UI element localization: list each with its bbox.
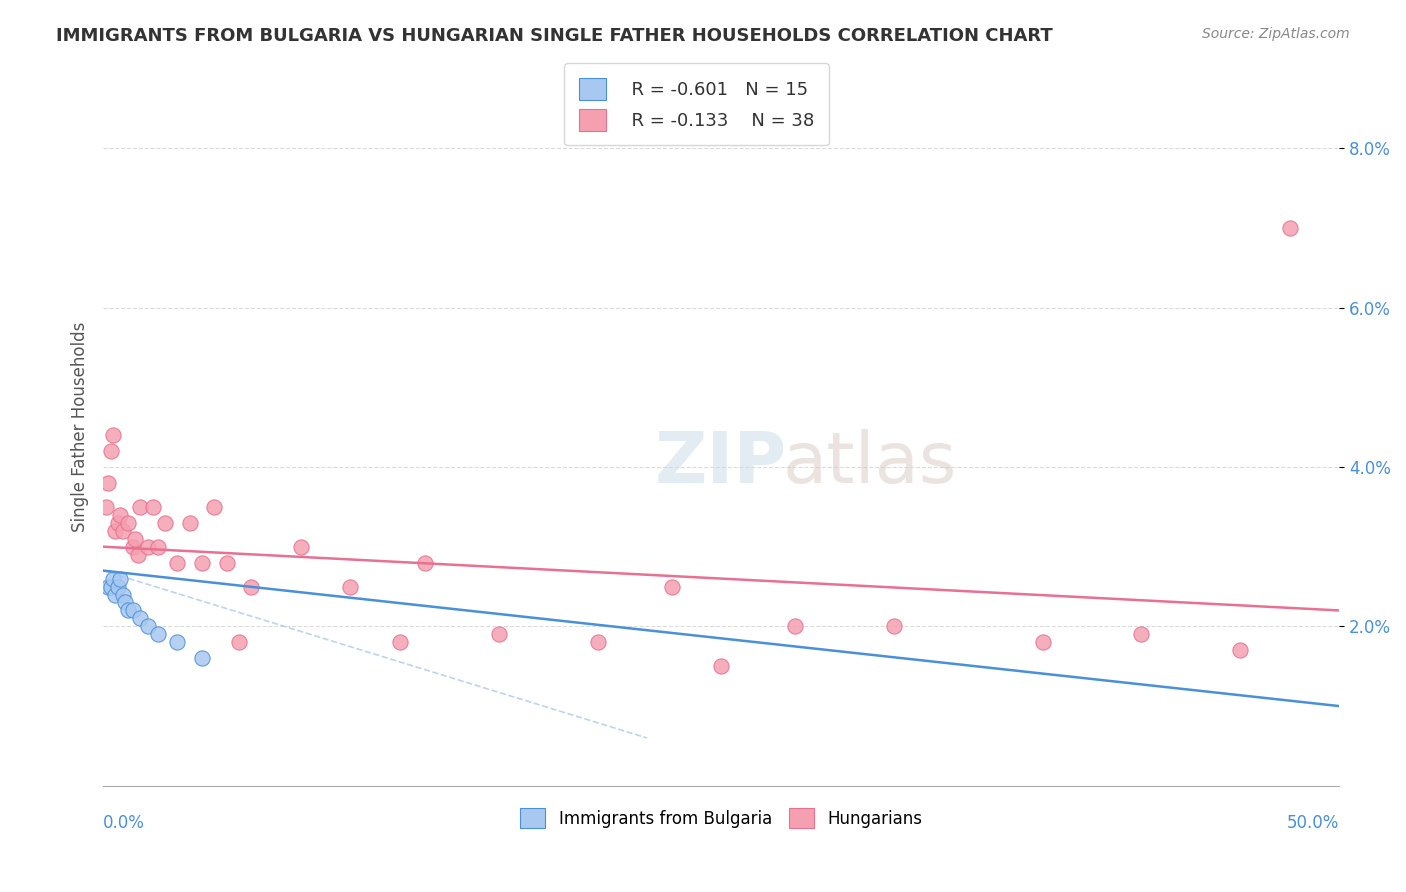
Point xyxy=(153,516,176,530)
Point xyxy=(883,619,905,633)
Text: atlas: atlas xyxy=(782,428,956,498)
Point xyxy=(127,548,149,562)
Point xyxy=(101,572,124,586)
Point xyxy=(107,580,129,594)
Point xyxy=(129,500,152,514)
Point xyxy=(228,635,250,649)
Point xyxy=(111,587,134,601)
Point xyxy=(785,619,807,633)
Text: Source: ZipAtlas.com: Source: ZipAtlas.com xyxy=(1202,27,1350,41)
Point xyxy=(146,627,169,641)
Text: ZIP: ZIP xyxy=(655,428,787,498)
Point xyxy=(240,580,263,594)
Point xyxy=(166,635,188,649)
Point xyxy=(215,556,238,570)
Legend: Immigrants from Bulgaria, Hungarians: Immigrants from Bulgaria, Hungarians xyxy=(513,801,928,835)
Point xyxy=(1229,643,1251,657)
Y-axis label: Single Father Households: Single Father Households xyxy=(72,322,89,533)
Point xyxy=(488,627,510,641)
Point xyxy=(104,587,127,601)
Text: IMMIGRANTS FROM BULGARIA VS HUNGARIAN SINGLE FATHER HOUSEHOLDS CORRELATION CHART: IMMIGRANTS FROM BULGARIA VS HUNGARIAN SI… xyxy=(56,27,1053,45)
Point xyxy=(101,428,124,442)
Point xyxy=(1032,635,1054,649)
Point xyxy=(100,580,122,594)
Point xyxy=(107,516,129,530)
Point xyxy=(710,659,733,673)
Point xyxy=(1130,627,1153,641)
Point xyxy=(202,500,225,514)
Point xyxy=(586,635,609,649)
Point xyxy=(413,556,436,570)
Point xyxy=(290,540,312,554)
Point xyxy=(94,500,117,514)
Point xyxy=(121,603,143,617)
Point xyxy=(179,516,201,530)
Point xyxy=(136,619,159,633)
Text: 50.0%: 50.0% xyxy=(1286,814,1340,831)
Point xyxy=(100,444,122,458)
Point xyxy=(111,524,134,538)
Point xyxy=(124,532,146,546)
Point xyxy=(166,556,188,570)
Point xyxy=(104,524,127,538)
Point xyxy=(191,556,214,570)
Point xyxy=(97,475,120,490)
Point xyxy=(110,508,132,522)
Point xyxy=(121,540,143,554)
Text: 0.0%: 0.0% xyxy=(103,814,145,831)
Point xyxy=(114,595,136,609)
Point xyxy=(136,540,159,554)
Point xyxy=(142,500,165,514)
Point xyxy=(1278,221,1301,235)
Point xyxy=(129,611,152,625)
Point xyxy=(110,572,132,586)
Point xyxy=(117,516,139,530)
Point xyxy=(339,580,361,594)
Point xyxy=(117,603,139,617)
Point xyxy=(388,635,411,649)
Point xyxy=(97,580,120,594)
Point xyxy=(191,651,214,665)
Point xyxy=(146,540,169,554)
Point xyxy=(661,580,683,594)
